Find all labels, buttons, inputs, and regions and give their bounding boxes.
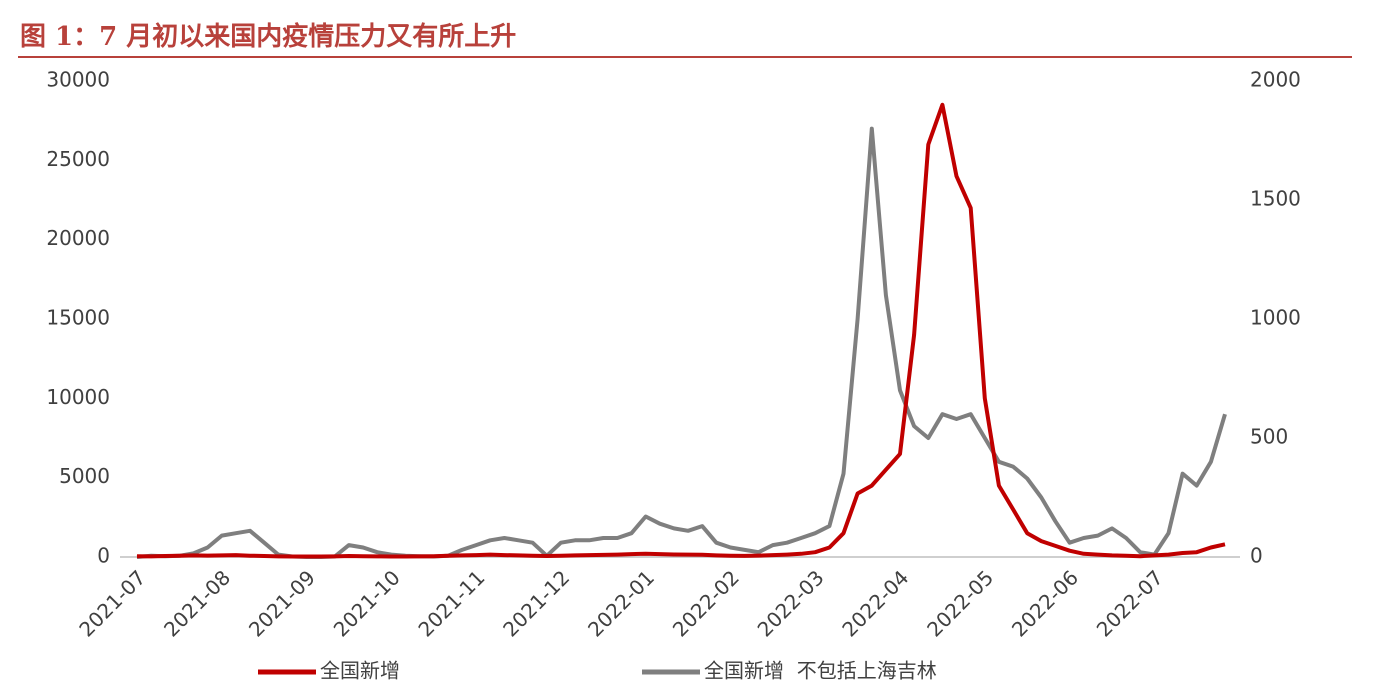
y-tick-label: 0 bbox=[97, 544, 110, 568]
legend-label: 全国新增 bbox=[320, 659, 400, 683]
y-tick-label: 15000 bbox=[46, 306, 110, 330]
line bbox=[136, 102, 1226, 559]
y-tick-label: 10000 bbox=[46, 385, 110, 409]
y2-tick-label: 1500 bbox=[1250, 187, 1301, 211]
y2-tick-label: 500 bbox=[1250, 425, 1288, 449]
x-tick-label: 2021-07 bbox=[74, 565, 150, 641]
legend-label: 全国新增 不包括上海吉林 bbox=[704, 659, 937, 683]
x-tick-label: 2022-02 bbox=[668, 565, 744, 641]
x-tick-label: 2021-08 bbox=[159, 565, 235, 641]
x-tick-label: 2022-04 bbox=[837, 565, 913, 641]
x-tick-label: 2022-01 bbox=[583, 565, 659, 641]
x-tick-label: 2022-06 bbox=[1007, 565, 1083, 641]
y-tick-label: 25000 bbox=[46, 147, 110, 171]
chart-title: 图 1：7 月初以来国内疫情压力又有所上升 bbox=[20, 21, 516, 52]
y-tick-label: 30000 bbox=[46, 68, 110, 92]
y-tick-label: 20000 bbox=[46, 226, 110, 250]
y-tick-label: 5000 bbox=[59, 464, 110, 488]
x-tick-label: 2021-12 bbox=[498, 565, 574, 641]
x-tick-label: 2021-10 bbox=[329, 565, 405, 641]
line bbox=[136, 126, 1227, 559]
y2-tick-label: 1000 bbox=[1250, 306, 1301, 330]
y2-tick-label: 2000 bbox=[1250, 68, 1301, 92]
x-tick-label: 2022-07 bbox=[1092, 565, 1168, 641]
x-tick-label: 2021-09 bbox=[244, 565, 320, 641]
x-tick-label: 2022-05 bbox=[922, 565, 998, 641]
x-tick-label: 2022-03 bbox=[753, 565, 829, 641]
y2-tick-label: 0 bbox=[1250, 544, 1263, 568]
x-tick-label: 2021-11 bbox=[413, 565, 489, 641]
